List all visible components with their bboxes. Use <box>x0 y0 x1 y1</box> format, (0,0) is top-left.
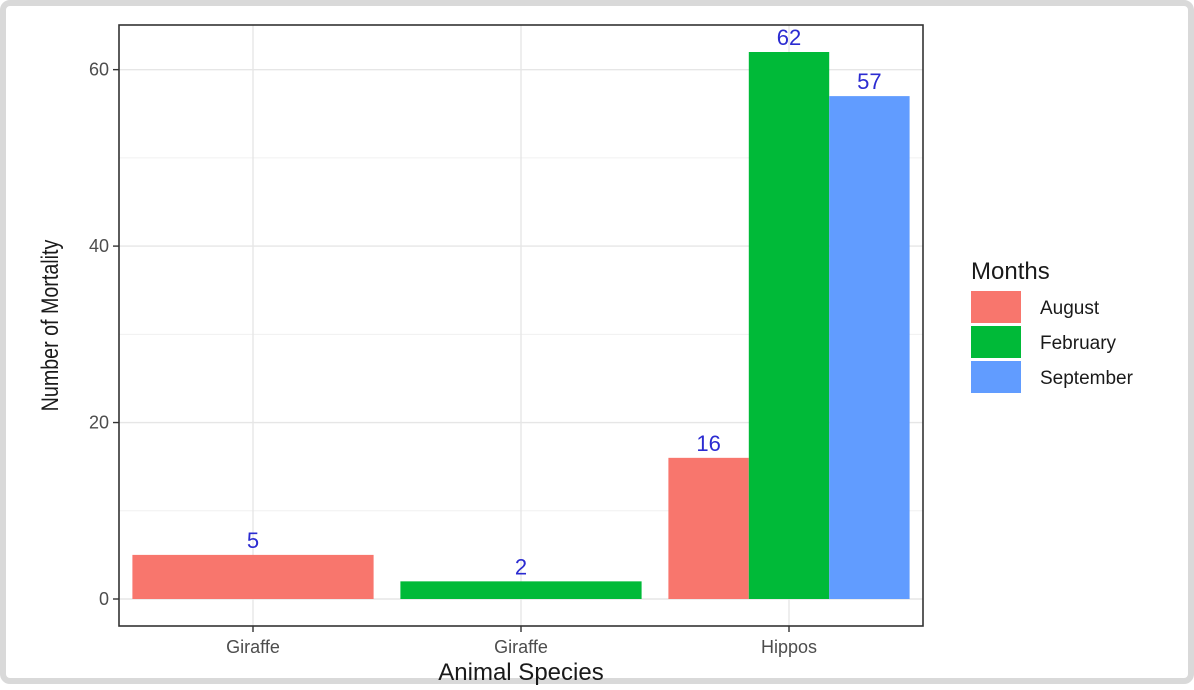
y-tick-label: 40 <box>89 236 109 256</box>
bar-february-1 <box>400 581 642 599</box>
y-tick-label: 20 <box>89 413 109 433</box>
x-tick-label: Giraffe <box>494 637 548 657</box>
y-axis: 0 20 40 60 <box>89 60 119 609</box>
data-label-february-1: 2 <box>515 554 527 579</box>
bar-august-0 <box>132 554 374 599</box>
legend-label-september: September <box>1040 368 1134 389</box>
legend-key-august <box>971 291 1021 323</box>
x-tick-label: Hippos <box>761 637 817 657</box>
x-axis: Giraffe Giraffe Hippos <box>226 626 817 657</box>
legend-label-february: February <box>1040 333 1117 354</box>
bar-august-2 <box>668 457 749 599</box>
data-label-august-0: 5 <box>247 528 259 553</box>
legend-label-august: August <box>1040 298 1100 319</box>
bar-chart: 5 2 16 62 57 0 20 40 60 Giraffe Giraffe Hippos Nu… <box>36 24 1134 686</box>
y-axis-title: Number of Mortality <box>36 240 63 412</box>
bar-february-2 <box>748 52 830 599</box>
legend-title: Months <box>971 258 1050 285</box>
data-label-september-2: 57 <box>857 69 881 94</box>
y-tick-label: 0 <box>99 589 109 609</box>
legend-key-february <box>971 326 1021 358</box>
x-axis-title: Animal Species <box>438 659 603 686</box>
data-label-august-2: 16 <box>696 431 720 456</box>
y-tick-label: 60 <box>89 60 109 80</box>
x-tick-label: Giraffe <box>226 637 280 657</box>
panel-border <box>118 24 924 627</box>
bar-september-2 <box>829 96 910 599</box>
data-label-february-2: 62 <box>777 25 801 50</box>
bars-layer: 5 2 16 62 57 <box>132 25 910 599</box>
legend-key-september <box>971 361 1021 393</box>
legend: Months August February September <box>971 258 1134 393</box>
